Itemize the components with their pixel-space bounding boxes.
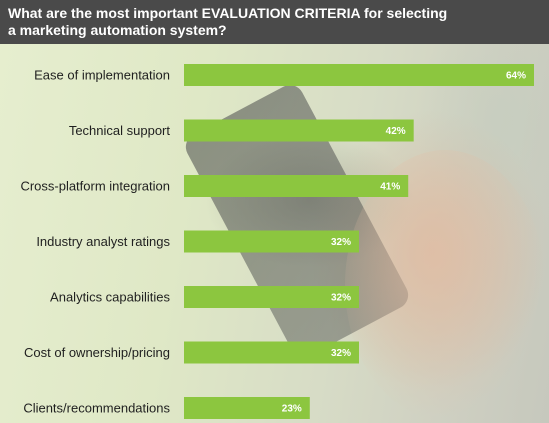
category-label: Industry analyst ratings <box>36 234 170 249</box>
bar <box>184 175 409 197</box>
bar <box>184 341 359 364</box>
bar-chart: Ease of implementation 64% Technical suppo… <box>20 64 534 419</box>
chart-title: What are the most important EVALUATION C… <box>8 5 448 38</box>
value-label: 64% <box>506 71 526 82</box>
category-label: Clients/recommendations <box>23 401 170 416</box>
value-label: 32% <box>331 348 351 359</box>
value-label: 23% <box>282 404 302 415</box>
chart-header: What are the most important EVALUATION C… <box>0 0 549 44</box>
category-label: Cost of ownership/pricing <box>24 345 170 360</box>
category-label: Technical support <box>69 123 171 138</box>
value-label: 41% <box>380 182 400 193</box>
source-note <box>282 413 549 423</box>
category-label: Ease of implementation <box>34 68 170 83</box>
category-label: Cross-platform integration <box>20 179 170 194</box>
value-label: 32% <box>331 237 351 248</box>
value-label: 32% <box>331 293 351 304</box>
category-label: Analytics capabilities <box>50 290 170 305</box>
bar <box>184 230 359 253</box>
bar <box>184 64 534 86</box>
bar <box>184 286 359 308</box>
value-label: 42% <box>386 126 406 137</box>
bar <box>184 119 414 142</box>
bar <box>184 397 310 419</box>
